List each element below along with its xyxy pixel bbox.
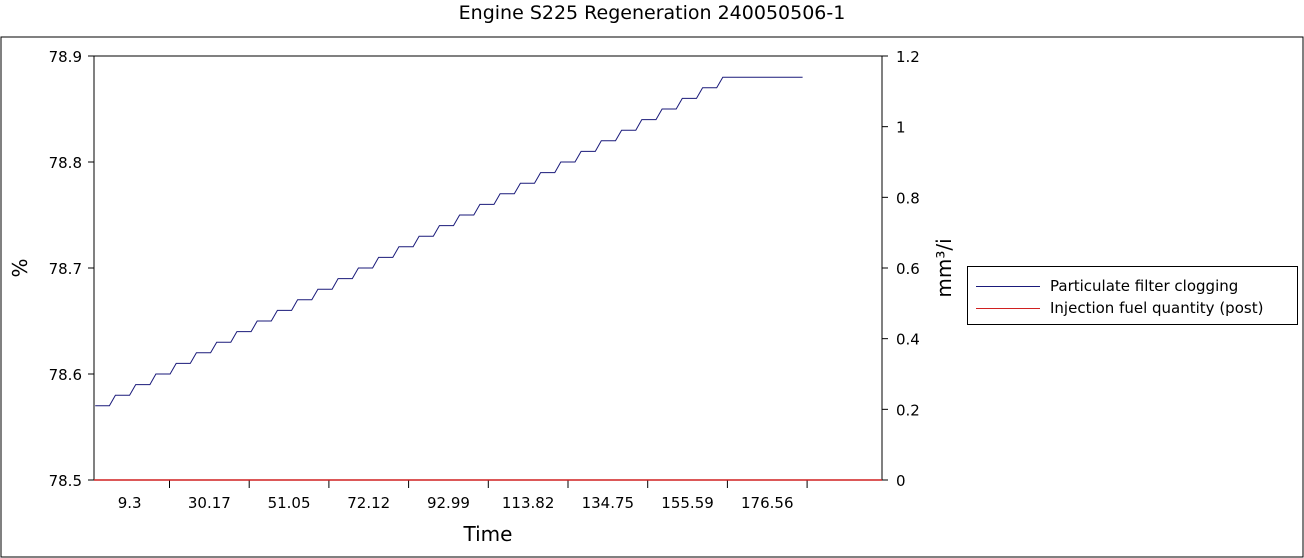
- outer-border: [0, 36, 1304, 558]
- right-y-tick-label: 1: [896, 119, 906, 137]
- plot-area: [93, 55, 883, 481]
- legend-swatch-series-2: [976, 307, 1040, 309]
- x-tick-label: 176.56: [741, 494, 794, 512]
- legend-label-series-2: Injection fuel quantity (post): [1050, 299, 1264, 317]
- series-line-particulate-filter-clogging: [95, 76, 803, 407]
- left-y-tick-label: 78.7: [49, 260, 82, 278]
- chart-title: Engine S225 Regeneration 240050506-1: [458, 2, 846, 24]
- legend-label-series-1: Particulate filter clogging: [1050, 277, 1239, 295]
- x-tick-label: 155.59: [661, 494, 714, 512]
- x-tick-label: 134.75: [582, 494, 635, 512]
- right-y-tick-label: 1.2: [896, 48, 920, 66]
- right-y-tick-label: 0.8: [896, 189, 920, 207]
- legend-item-series-2: Injection fuel quantity (post): [976, 298, 1263, 318]
- legend-swatch-series-1: [976, 285, 1040, 287]
- left-y-tick-label: 78.9: [49, 48, 82, 66]
- legend-item-series-1: Particulate filter clogging: [976, 276, 1238, 296]
- left-y-axis-label: %: [8, 258, 32, 277]
- right-y-tick-label: 0.4: [896, 331, 920, 349]
- right-y-axis-label: mm³/i: [932, 238, 956, 297]
- x-tick-label: 113.82: [502, 494, 555, 512]
- left-y-tick-label: 78.8: [49, 154, 82, 172]
- left-y-tick-label: 78.5: [49, 472, 82, 490]
- x-tick-label: 72.12: [347, 494, 390, 512]
- x-tick-label: 92.99: [427, 494, 470, 512]
- right-y-tick-label: 0: [896, 472, 906, 490]
- legend: Particulate filter clogging Injection fu…: [967, 266, 1298, 325]
- x-tick-label: 30.17: [188, 494, 231, 512]
- right-y-tick-label: 0.6: [896, 260, 920, 278]
- x-tick-label: 9.3: [118, 494, 142, 512]
- x-axis-label: Time: [463, 522, 513, 546]
- x-tick-label: 51.05: [268, 494, 311, 512]
- series-layer: [94, 76, 882, 481]
- left-y-tick-label: 78.6: [49, 366, 82, 384]
- right-y-tick-label: 0.2: [896, 401, 920, 419]
- x-axis: 9.3 30.17 51.05 72.12 92.99 113.82 134.75 155.5…: [118, 480, 808, 512]
- left-y-axis: 78.5 78.6 78.7 78.8 78.9: [49, 48, 94, 490]
- right-y-axis: 0 0.2 0.4 0.6 0.8 1 1.2: [882, 48, 920, 490]
